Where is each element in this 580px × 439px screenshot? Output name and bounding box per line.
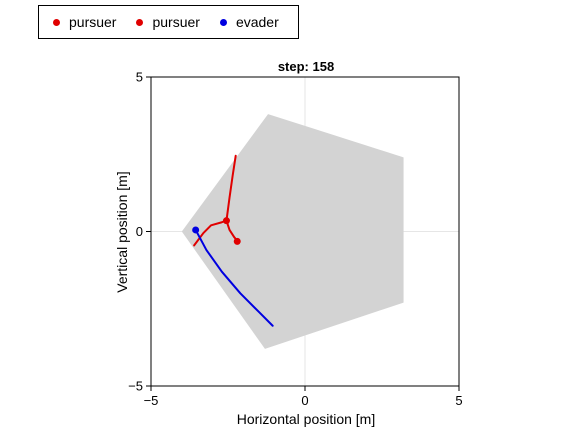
x-axis-label: Horizontal position [m]	[237, 411, 376, 427]
y-tick-label-0: −5	[128, 379, 143, 394]
series-group	[192, 154, 274, 327]
x-tick-label-1: 0	[301, 393, 308, 408]
marker-pursuer-2	[233, 237, 241, 245]
ticks: −5 0 5 −5 0 5	[128, 70, 462, 409]
trajectory-evader-3	[194, 228, 274, 327]
legend-marker-evader	[219, 18, 227, 26]
marker-evader-3	[192, 226, 200, 234]
x-tick-label-0: −5	[144, 393, 159, 408]
legend-entry-evader: evader	[219, 14, 279, 30]
legend-label-evader: evader	[235, 14, 279, 30]
legend-label-pursuer-2: pursuer	[152, 14, 200, 30]
reachable-region	[181, 114, 404, 349]
y-axis-label: Vertical position [m]	[114, 171, 130, 292]
legend-entry-pursuer-2: pursuer	[136, 14, 200, 30]
legend: pursuer pursuer evader	[38, 5, 299, 39]
legend-entry-pursuer-1: pursuer	[53, 14, 116, 30]
marker-pursuer-1	[222, 217, 230, 225]
y-tick-label-2: 5	[136, 70, 143, 85]
chart-title: step: 158	[278, 59, 334, 74]
x-tick-label-2: 5	[455, 393, 462, 408]
legend-marker-pursuer-1	[53, 18, 60, 26]
legend-label-pursuer-1: pursuer	[69, 14, 117, 30]
y-tick-label-1: 0	[136, 224, 143, 239]
legend-marker-pursuer-2	[136, 18, 144, 26]
region-polygon	[181, 114, 404, 349]
